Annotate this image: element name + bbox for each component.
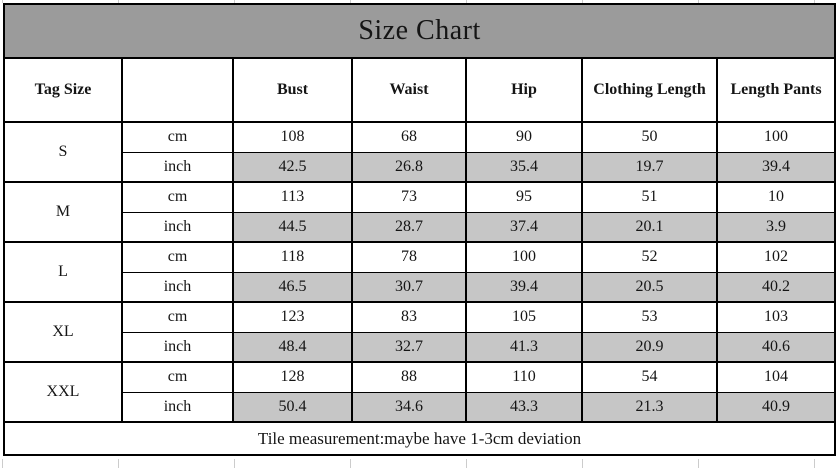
column-header-bust: Bust [232, 57, 353, 123]
measurement-value-cm: 51 [581, 181, 718, 213]
column-header-hip: Hip [465, 57, 583, 123]
measurement-value-cm: 54 [581, 361, 718, 393]
size-row-inch: inch 42.5 26.8 35.4 19.7 39.4 [4, 151, 837, 183]
measurement-value-cm: 53 [581, 301, 718, 333]
table-footer-section: Tile measurement:maybe have 1-3cm deviat… [2, 421, 837, 456]
measurement-value-cm: 104 [715, 361, 837, 393]
measurement-value-inch: 39.4 [715, 151, 837, 183]
measurement-value-inch: 43.3 [465, 391, 583, 423]
unit-label-cm: cm [121, 361, 234, 393]
measurement-value-cm: 100 [465, 241, 583, 273]
measurement-value-inch: 20.9 [581, 331, 718, 363]
column-header-waist: Waist [351, 57, 467, 123]
tag-size-cell: M [3, 181, 123, 243]
gridline-strip-top [2, 0, 834, 3]
measurement-value-inch: 34.6 [351, 391, 467, 423]
measurement-value-cm: 102 [715, 241, 837, 273]
gridline-strip-bottom [2, 459, 834, 468]
table-head-section: Size Chart Tag Size Bust Waist Hip Cloth… [2, 3, 837, 123]
size-row-cm: XL cm 123 83 105 53 103 [3, 301, 837, 363]
measurement-value-inch: 21.3 [581, 391, 718, 423]
measurement-value-cm: 123 [232, 301, 353, 333]
measurement-value-cm: 110 [465, 361, 583, 393]
measurement-value-inch: 28.7 [351, 211, 467, 243]
measurement-value-inch: 35.4 [465, 151, 583, 183]
tag-size-cell: S [3, 121, 123, 183]
chart-title: Size Chart [2, 3, 837, 59]
measurement-value-cm: 68 [351, 121, 467, 153]
measurement-value-inch: 50.4 [232, 391, 353, 423]
unit-label-cm: cm [121, 241, 234, 273]
measurement-value-cm: 10 [715, 181, 837, 213]
measurement-value-inch: 41.3 [465, 331, 583, 363]
tag-size-cell: XL [3, 301, 123, 363]
measurement-value-inch: 20.5 [581, 271, 718, 303]
tag-size-cell: XXL [3, 361, 123, 423]
unit-label-inch: inch [121, 331, 234, 363]
footer-note: Tile measurement:maybe have 1-3cm deviat… [2, 421, 837, 456]
measurement-value-inch: 40.2 [715, 271, 837, 303]
size-row-inch: inch 48.4 32.7 41.3 20.9 40.6 [4, 331, 837, 363]
measurement-value-cm: 128 [232, 361, 353, 393]
unit-label-inch: inch [121, 391, 234, 423]
measurement-value-inch: 26.8 [351, 151, 467, 183]
unit-label-cm: cm [121, 181, 234, 213]
measurement-value-inch: 44.5 [232, 211, 353, 243]
measurement-value-inch: 37.4 [465, 211, 583, 243]
measurement-value-cm: 90 [465, 121, 583, 153]
size-row-inch: inch 46.5 30.7 39.4 20.5 40.2 [4, 271, 837, 303]
measurement-value-cm: 88 [351, 361, 467, 393]
measurement-value-inch: 40.9 [715, 391, 837, 423]
unit-label-cm: cm [121, 301, 234, 333]
measurement-value-cm: 103 [715, 301, 837, 333]
column-header-clothing-length: Clothing Length [581, 57, 718, 123]
measurement-value-inch: 30.7 [351, 271, 467, 303]
unit-label-cm: cm [121, 121, 234, 153]
measurement-value-inch: 3.9 [715, 211, 837, 243]
measurement-value-cm: 113 [232, 181, 353, 213]
tag-size-cell: L [3, 241, 123, 303]
measurement-value-inch: 46.5 [232, 271, 353, 303]
column-header-unit [121, 57, 234, 123]
measurement-value-inch: 42.5 [232, 151, 353, 183]
footer-row: Tile measurement:maybe have 1-3cm deviat… [2, 421, 837, 456]
measurement-value-inch: 19.7 [581, 151, 718, 183]
size-row-inch: inch 50.4 34.6 43.3 21.3 40.9 [4, 391, 837, 423]
measurement-value-inch: 39.4 [465, 271, 583, 303]
measurement-value-cm: 83 [351, 301, 467, 333]
measurement-value-cm: 100 [715, 121, 837, 153]
measurement-value-cm: 78 [351, 241, 467, 273]
measurement-value-cm: 52 [581, 241, 718, 273]
unit-label-inch: inch [121, 211, 234, 243]
size-chart-table: Size Chart Tag Size Bust Waist Hip Cloth… [2, 3, 837, 456]
column-header-length-pants: Length Pants [715, 57, 837, 123]
measurement-value-cm: 105 [465, 301, 583, 333]
unit-label-inch: inch [121, 151, 234, 183]
measurement-value-cm: 73 [351, 181, 467, 213]
measurement-value-cm: 95 [465, 181, 583, 213]
measurement-value-inch: 40.6 [715, 331, 837, 363]
measurement-value-cm: 118 [232, 241, 353, 273]
unit-label-inch: inch [121, 271, 234, 303]
measurement-value-inch: 20.1 [581, 211, 718, 243]
measurement-value-cm: 50 [581, 121, 718, 153]
measurement-value-inch: 32.7 [351, 331, 467, 363]
measurement-value-inch: 48.4 [232, 331, 353, 363]
size-row-inch: inch 44.5 28.7 37.4 20.1 3.9 [4, 211, 837, 243]
column-header-row: Tag Size Bust Waist Hip Clothing Length … [3, 57, 837, 123]
measurement-value-cm: 108 [232, 121, 353, 153]
title-row: Size Chart [2, 3, 837, 59]
size-row-cm: XXL cm 128 88 110 54 104 [3, 361, 837, 423]
column-header-tag-size: Tag Size [3, 57, 123, 123]
